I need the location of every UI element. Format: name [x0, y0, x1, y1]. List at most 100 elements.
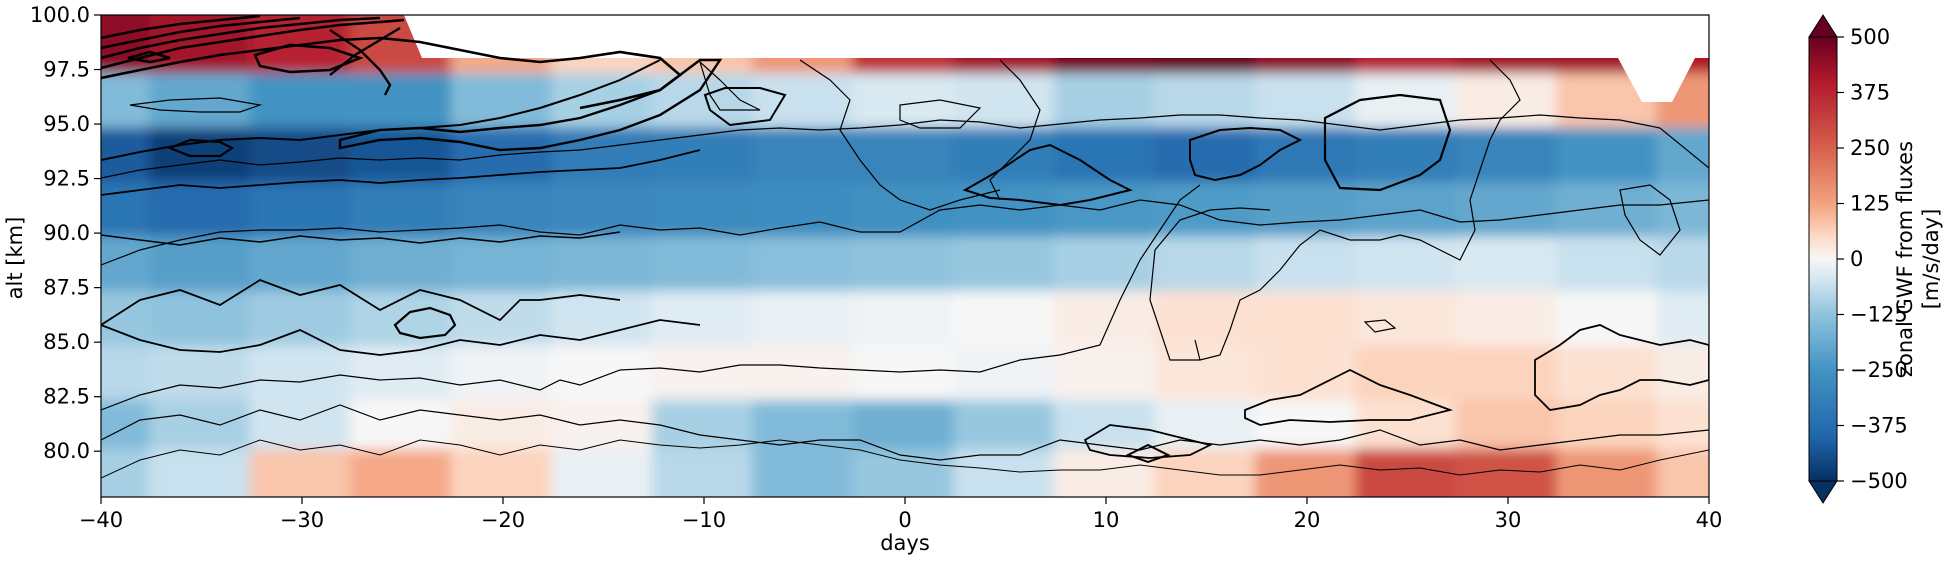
y-tick-label: 95.0 — [43, 112, 90, 136]
x-tick-label: −20 — [481, 508, 525, 532]
heatmap-cell — [1154, 236, 1259, 296]
missing-data-region-top — [404, 15, 1709, 102]
heatmap-cell — [249, 449, 355, 497]
heatmap-cell — [752, 449, 857, 497]
contour-line — [101, 149, 701, 196]
contour-line — [899, 99, 982, 129]
heatmap-cell — [852, 236, 958, 296]
heatmap-cell — [1556, 449, 1661, 497]
heatmap-cell — [249, 345, 355, 405]
heatmap-cell — [1455, 72, 1561, 132]
heatmap-cell — [350, 291, 455, 350]
contour-line — [1083, 424, 1213, 459]
heatmap-cell — [350, 236, 455, 296]
heatmap-cell — [1053, 345, 1159, 405]
heatmap-cell — [249, 182, 355, 241]
heatmap-cells — [101, 15, 1709, 497]
heatmap-cell — [1254, 400, 1360, 454]
contour-line — [1149, 207, 1271, 361]
heatmap-cell — [149, 449, 254, 497]
heatmap-cell — [551, 236, 656, 296]
heatmap-cell — [852, 449, 958, 497]
contour-line — [101, 404, 1709, 461]
x-axis: −40 −30 −20 −10 0 10 20 30 40 — [79, 497, 1722, 532]
contour-line — [1189, 126, 1303, 182]
heatmap-cell — [852, 182, 958, 241]
contour-line — [167, 138, 235, 158]
heatmap-cell — [953, 345, 1058, 405]
heatmap-cell — [1355, 449, 1460, 497]
heatmap-cell — [149, 345, 254, 405]
y-axis-label: alt [km] — [3, 217, 27, 300]
heatmap-cell — [852, 127, 958, 187]
heatmap-cell — [953, 72, 1058, 132]
contour-line — [1323, 93, 1452, 192]
x-tick-label: −30 — [280, 508, 324, 532]
heatmap-cell — [953, 127, 1058, 187]
heatmap-cell — [651, 400, 757, 454]
colorbar-tick-label: 375 — [1850, 81, 1890, 105]
contour-lines — [101, 15, 1709, 479]
heatmap-cell — [852, 72, 958, 132]
heatmap-cell — [249, 127, 355, 187]
contour-line — [101, 184, 1201, 411]
colorbar-tick-label: 125 — [1850, 192, 1890, 216]
contour-line — [101, 231, 621, 246]
colorbar-label-line1: zonal GWF from fluxes — [1893, 141, 1917, 377]
colorbar-tick-label: −250 — [1850, 358, 1908, 382]
heatmap-cell — [1656, 400, 1709, 454]
colorbar-tick-label: −500 — [1850, 469, 1908, 493]
heatmap-cell — [1656, 449, 1709, 497]
contour-line — [101, 16, 301, 50]
colorbar: 500 375 250 125 0 −125 −250 −375 −500 zonal GWF … — [1808, 14, 1943, 504]
colorbar-tick-label: 0 — [1850, 247, 1863, 271]
heatmap-cell — [1154, 400, 1259, 454]
heatmap-cell — [1355, 236, 1460, 296]
heatmap-cell — [149, 400, 254, 454]
heatmap-cell — [1556, 236, 1661, 296]
heatmap-cell — [1154, 291, 1259, 350]
x-tick-label: −40 — [79, 508, 123, 532]
heatmap-cell — [101, 236, 154, 296]
heatmap-cell — [651, 127, 757, 187]
heatmap-cell — [450, 449, 556, 497]
heatmap-cell — [450, 72, 556, 132]
heatmap-cell — [450, 182, 556, 241]
heatmap-cell — [1656, 127, 1709, 187]
contour-line — [698, 60, 761, 111]
y-tick-label: 100.0 — [30, 3, 90, 27]
heatmap-cell — [1053, 72, 1159, 132]
heatmap-cell — [1254, 236, 1360, 296]
contour-line — [101, 15, 261, 40]
colorbar-extend-top — [1808, 14, 1838, 38]
contour-line — [101, 279, 621, 326]
contour-line — [329, 29, 392, 96]
heatmap-cell — [953, 449, 1058, 497]
colorbar-extend-bottom — [1808, 480, 1838, 504]
heatmap-cell — [953, 236, 1058, 296]
heatmap-cell — [1254, 182, 1360, 241]
heatmap-cell — [852, 400, 958, 454]
y-tick-label: 90.0 — [43, 221, 90, 245]
heatmap-cell — [551, 449, 656, 497]
heatmap-cell — [752, 345, 857, 405]
heatmap-cell — [651, 236, 757, 296]
colorbar-tick-label: 250 — [1850, 136, 1890, 160]
heatmap-cell — [1556, 127, 1661, 187]
heatmap-cell — [1355, 400, 1460, 454]
contour-line — [1244, 368, 1454, 426]
heatmap-cell — [1355, 291, 1460, 350]
x-tick-label: 20 — [1294, 508, 1321, 532]
heatmap-cell — [1656, 236, 1709, 296]
contour-line — [1125, 443, 1171, 464]
heatmap-cell — [450, 400, 556, 454]
heatmap-cell — [1355, 72, 1460, 132]
y-tick-label: 80.0 — [43, 439, 90, 463]
heatmap-cell — [1556, 400, 1661, 454]
contour-line — [1363, 319, 1397, 333]
contour-line — [1534, 324, 1709, 411]
heatmap-cell — [450, 127, 556, 187]
heatmap-cell — [249, 236, 355, 296]
contour-line — [1194, 59, 1521, 361]
